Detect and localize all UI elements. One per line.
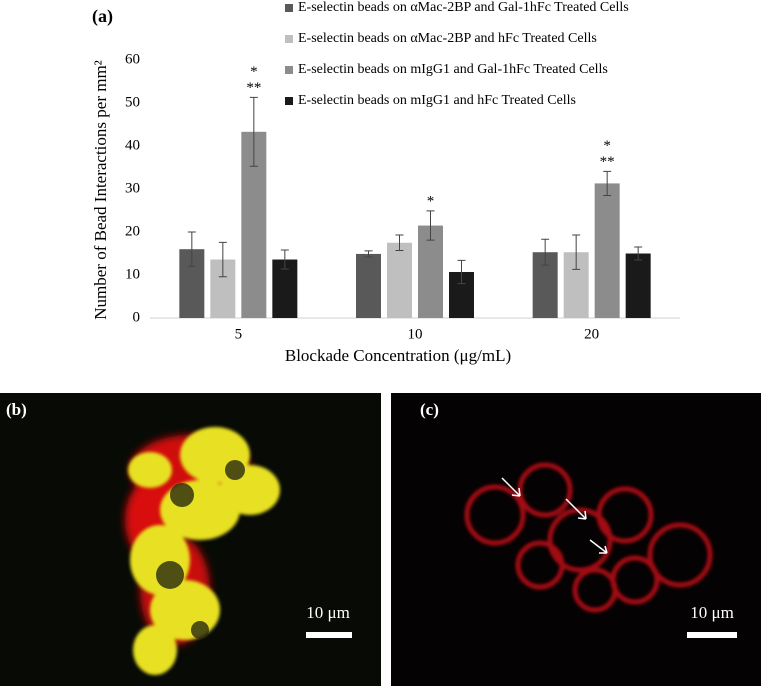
legend-swatch [285,97,293,105]
micrograph-b: (b) 10 μm [0,393,381,686]
scale-bar [687,632,737,638]
significance-mark: ** [600,154,615,170]
panel-label: (a) [92,6,113,27]
x-axis-label: Blockade Concentration (μg/mL) [285,346,511,365]
significance-mark: * [427,193,435,209]
y-axis-label: Number of Bead Interactions per mm² [91,60,110,320]
error-bar [187,231,196,267]
error-bar [541,238,550,266]
x-tick-label: 20 [584,326,599,342]
legend-swatch [285,35,293,43]
error-bar [572,234,581,270]
y-tick-label: 20 [125,223,140,239]
x-tick-label: 10 [408,326,423,342]
error-bar [603,170,612,196]
micrograph-c: (c) 10 μm [391,393,761,686]
error-bar [280,249,289,270]
bar [387,242,412,318]
y-tick-label: 40 [125,137,140,153]
error-bar [426,210,435,241]
error-bar [395,234,404,251]
y-tick-label: 10 [125,266,140,282]
bar [594,183,620,318]
legend-label: E-selectin beads on mIgG1 and Gal-1hFc T… [298,62,608,77]
bar [418,225,443,318]
panel-label: (c) [420,400,439,419]
significance-mark: * [250,64,258,80]
y-tick-label: 60 [125,51,140,67]
error-bar [634,246,643,261]
error-bar [364,250,373,258]
panel-label: (b) [6,400,27,419]
x-tick-label: 5 [235,326,243,342]
legend-label: E-selectin beads on αMac-2BP and hFc Tre… [298,31,597,46]
legend-swatch [285,66,293,74]
error-bar [457,259,466,285]
y-tick-label: 30 [125,180,140,196]
legend-label: E-selectin beads on mIgG1 and hFc Treate… [298,93,576,108]
significance-mark: ** [246,80,261,96]
scale-bar [306,632,352,638]
scale-bar-label: 10 μm [306,603,350,622]
significance-mark: * [603,138,611,154]
error-bar [218,241,227,278]
bar [356,253,381,318]
y-tick-label: 0 [133,309,141,325]
scale-bar-label: 10 μm [690,603,734,622]
legend-swatch [285,4,293,12]
y-tick-label: 50 [125,94,140,110]
error-bar [249,96,258,167]
bar [625,253,651,318]
legend-label: E-selectin beads on αMac-2BP and Gal-1hF… [298,0,629,15]
